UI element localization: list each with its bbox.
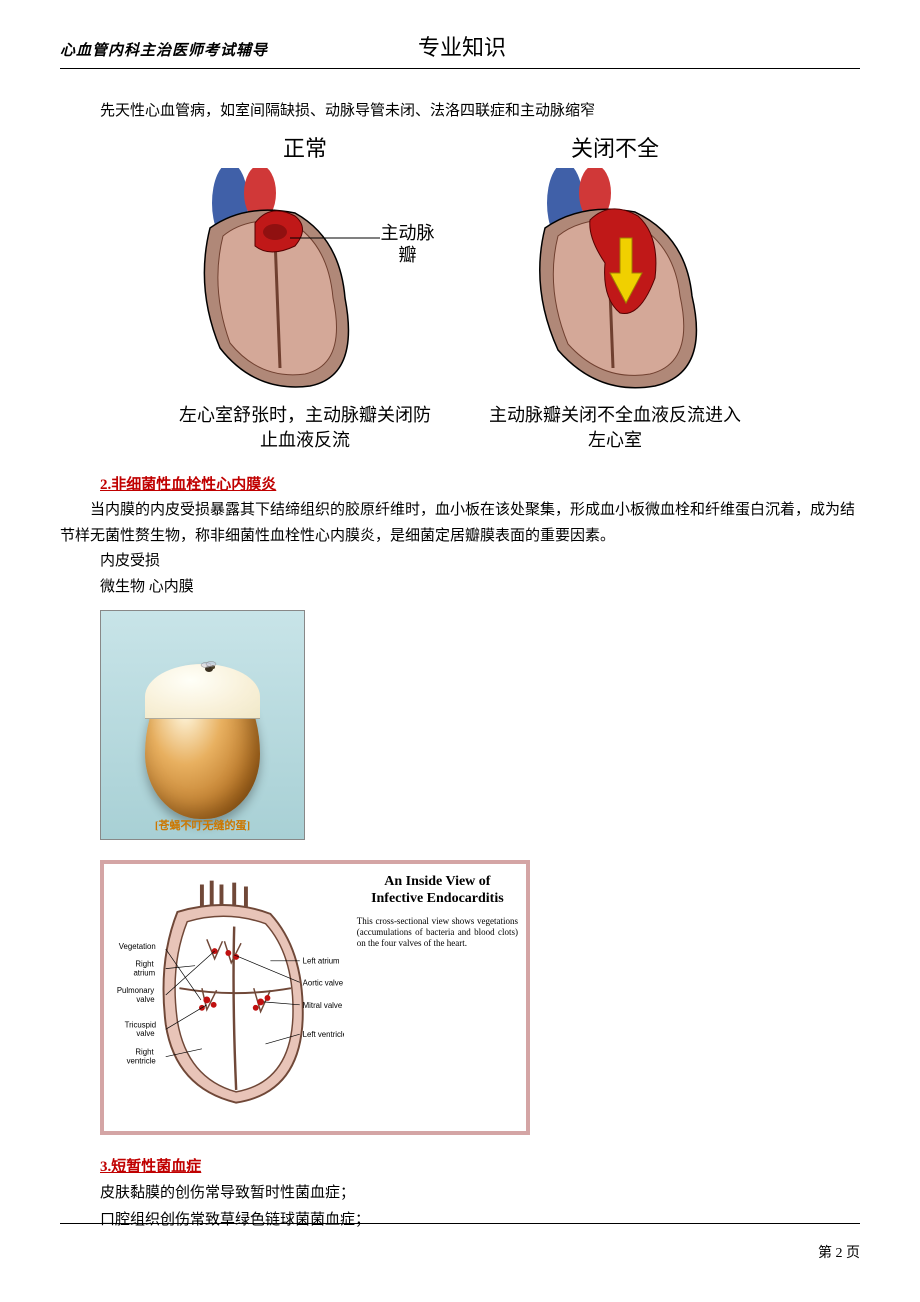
egg-image: [苍蝇不叮无缝的蛋] (100, 610, 305, 840)
endocarditis-diagram: Vegetation Right atrium Pulmonary valve … (104, 864, 349, 1131)
header-right-text: 专业知识 (418, 30, 506, 62)
heart-normal-image: 主动脉瓣 (175, 168, 435, 398)
egg-figure: [苍蝇不叮无缝的蛋] (100, 610, 860, 840)
page-footer: 第 2 页 (60, 1223, 860, 1262)
section-2-paragraph: 当内膜的内皮受损暴露其下结缔组织的胶原纤维时，血小板在该处聚集，形成血小板微血栓… (60, 498, 860, 549)
label-pulmonary-2: valve (136, 995, 154, 1004)
fly-icon (200, 660, 218, 674)
heart-comparison-figure: 正常 主动脉瓣 左 (60, 131, 860, 453)
endocarditis-text-panel: An Inside View of Infective Endocarditis… (349, 864, 526, 1131)
label-right-ventricle-2: ventricle (127, 1057, 156, 1066)
heart-panel-normal: 正常 主动脉瓣 左 (175, 131, 435, 453)
section-2-title: 2.非细菌性血栓性心内膜炎 (100, 473, 860, 494)
section-3-line1: 皮肤黏膜的创伤常导致暂时性菌血症； (100, 1180, 860, 1207)
header-left-text: 心血管内科主治医师考试辅导 (60, 39, 268, 60)
intro-paragraph: 先天性心血管病，如室间隔缺损、动脉导管未闭、法洛四联症和主动脉缩窄 (100, 99, 860, 123)
label-pulmonary: Pulmonary (117, 986, 154, 995)
label-right-atrium-2: atrium (133, 969, 155, 978)
endocarditis-title: An Inside View of Infective Endocarditis (357, 874, 518, 908)
section-3-title: 3.短暂性菌血症 (100, 1155, 860, 1176)
endocarditis-description: This cross-sectional view shows vegetati… (357, 916, 518, 948)
label-right-ventricle: Right (135, 1048, 154, 1057)
page-header: 心血管内科主治医师考试辅导 专业知识 (60, 30, 860, 69)
label-mitral-valve: Mitral valve (303, 1001, 343, 1010)
heart-normal-title: 正常 (283, 131, 327, 163)
heart-normal-caption: 左心室舒张时，主动脉瓣关闭防止血液反流 (175, 403, 435, 453)
label-aortic-valve: Aortic valve (303, 979, 343, 988)
heart-insuff-image (485, 168, 745, 398)
heart-panel-insufficiency: 关闭不全 主动脉瓣关闭不全血液反流进入左心室 (485, 131, 745, 453)
label-left-atrium: Left atrium (303, 957, 340, 966)
footer-rule (60, 1223, 860, 1224)
label-tricuspid: Tricuspid (125, 1021, 156, 1030)
section-2-line1: 内皮受损 (100, 549, 860, 575)
aortic-valve-label: 主动脉瓣 (380, 223, 435, 266)
label-right-atrium: Right (135, 960, 154, 969)
heart-insuff-caption: 主动脉瓣关闭不全血液反流进入左心室 (485, 403, 745, 453)
endocarditis-box: Vegetation Right atrium Pulmonary valve … (100, 860, 530, 1135)
page-number: 第 2 页 (60, 1242, 860, 1262)
heart-insuff-title: 关闭不全 (571, 131, 659, 163)
section-2-line2: 微生物 心内膜 (100, 575, 860, 601)
label-vegetation: Vegetation (119, 942, 156, 951)
endocarditis-figure: Vegetation Right atrium Pulmonary valve … (100, 860, 860, 1135)
label-left-ventricle: Left ventricle (303, 1030, 344, 1039)
egg-shape (145, 664, 260, 819)
egg-caption: [苍蝇不叮无缝的蛋] (155, 817, 250, 833)
label-tricuspid-2: valve (136, 1030, 154, 1039)
